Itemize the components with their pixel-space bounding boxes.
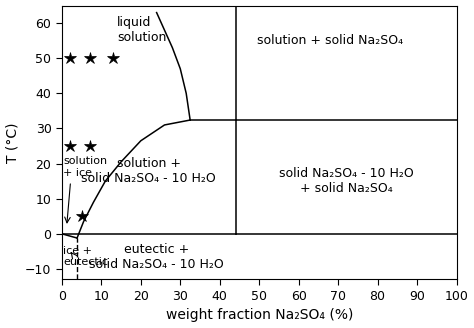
Y-axis label: T (°C): T (°C) bbox=[6, 122, 19, 163]
Text: solution + solid Na₂SO₄: solution + solid Na₂SO₄ bbox=[257, 34, 403, 47]
Text: solution
+ ice: solution + ice bbox=[63, 156, 107, 178]
X-axis label: weight fraction Na₂SO₄ (%): weight fraction Na₂SO₄ (%) bbox=[165, 308, 353, 322]
Text: eutectic +
solid Na₂SO₄ - 10 H₂O: eutectic + solid Na₂SO₄ - 10 H₂O bbox=[89, 243, 224, 271]
Text: liquid
solution: liquid solution bbox=[117, 16, 166, 44]
Text: solid Na₂SO₄ - 10 H₂O
+ solid Na₂SO₄: solid Na₂SO₄ - 10 H₂O + solid Na₂SO₄ bbox=[279, 167, 413, 195]
Text: solution +
solid Na₂SO₄ - 10 H₂O: solution + solid Na₂SO₄ - 10 H₂O bbox=[82, 156, 216, 185]
Text: ice +
eutectic: ice + eutectic bbox=[63, 246, 108, 267]
